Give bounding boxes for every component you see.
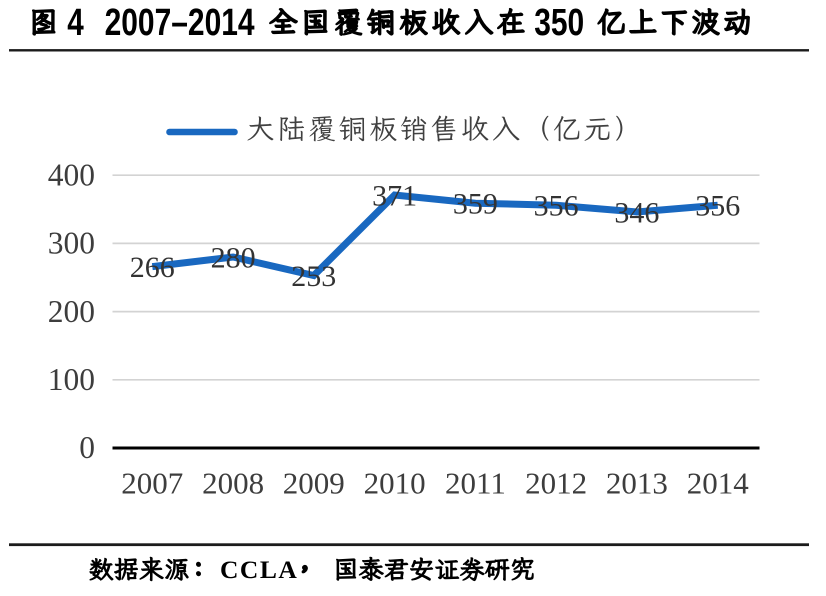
svg-text:2008: 2008 (202, 465, 264, 500)
svg-text:2013: 2013 (606, 465, 668, 500)
svg-text:356: 356 (695, 190, 740, 223)
svg-text:200: 200 (48, 294, 95, 329)
svg-text:2012: 2012 (525, 465, 587, 500)
svg-text:2009: 2009 (283, 465, 345, 500)
svg-text:0: 0 (79, 430, 95, 465)
svg-text:300: 300 (48, 226, 95, 261)
svg-text:400: 400 (48, 157, 95, 192)
svg-text:266: 266 (130, 251, 175, 284)
svg-text:4: 4 (67, 2, 84, 44)
svg-text:2014: 2014 (687, 465, 750, 500)
svg-text:2011: 2011 (445, 465, 506, 500)
svg-text:280: 280 (211, 241, 256, 274)
svg-text:346: 346 (614, 196, 659, 229)
svg-text:350: 350 (534, 2, 584, 44)
svg-text:2007–2014: 2007–2014 (105, 2, 255, 44)
svg-text:371: 371 (372, 179, 417, 212)
svg-text:2010: 2010 (364, 465, 426, 500)
svg-text:2007: 2007 (121, 465, 183, 500)
svg-text:253: 253 (291, 260, 336, 293)
svg-text:100: 100 (48, 362, 95, 397)
svg-text:359: 359 (453, 188, 498, 221)
svg-text:356: 356 (534, 190, 579, 223)
svg-text:CCLA: CCLA (220, 555, 298, 584)
